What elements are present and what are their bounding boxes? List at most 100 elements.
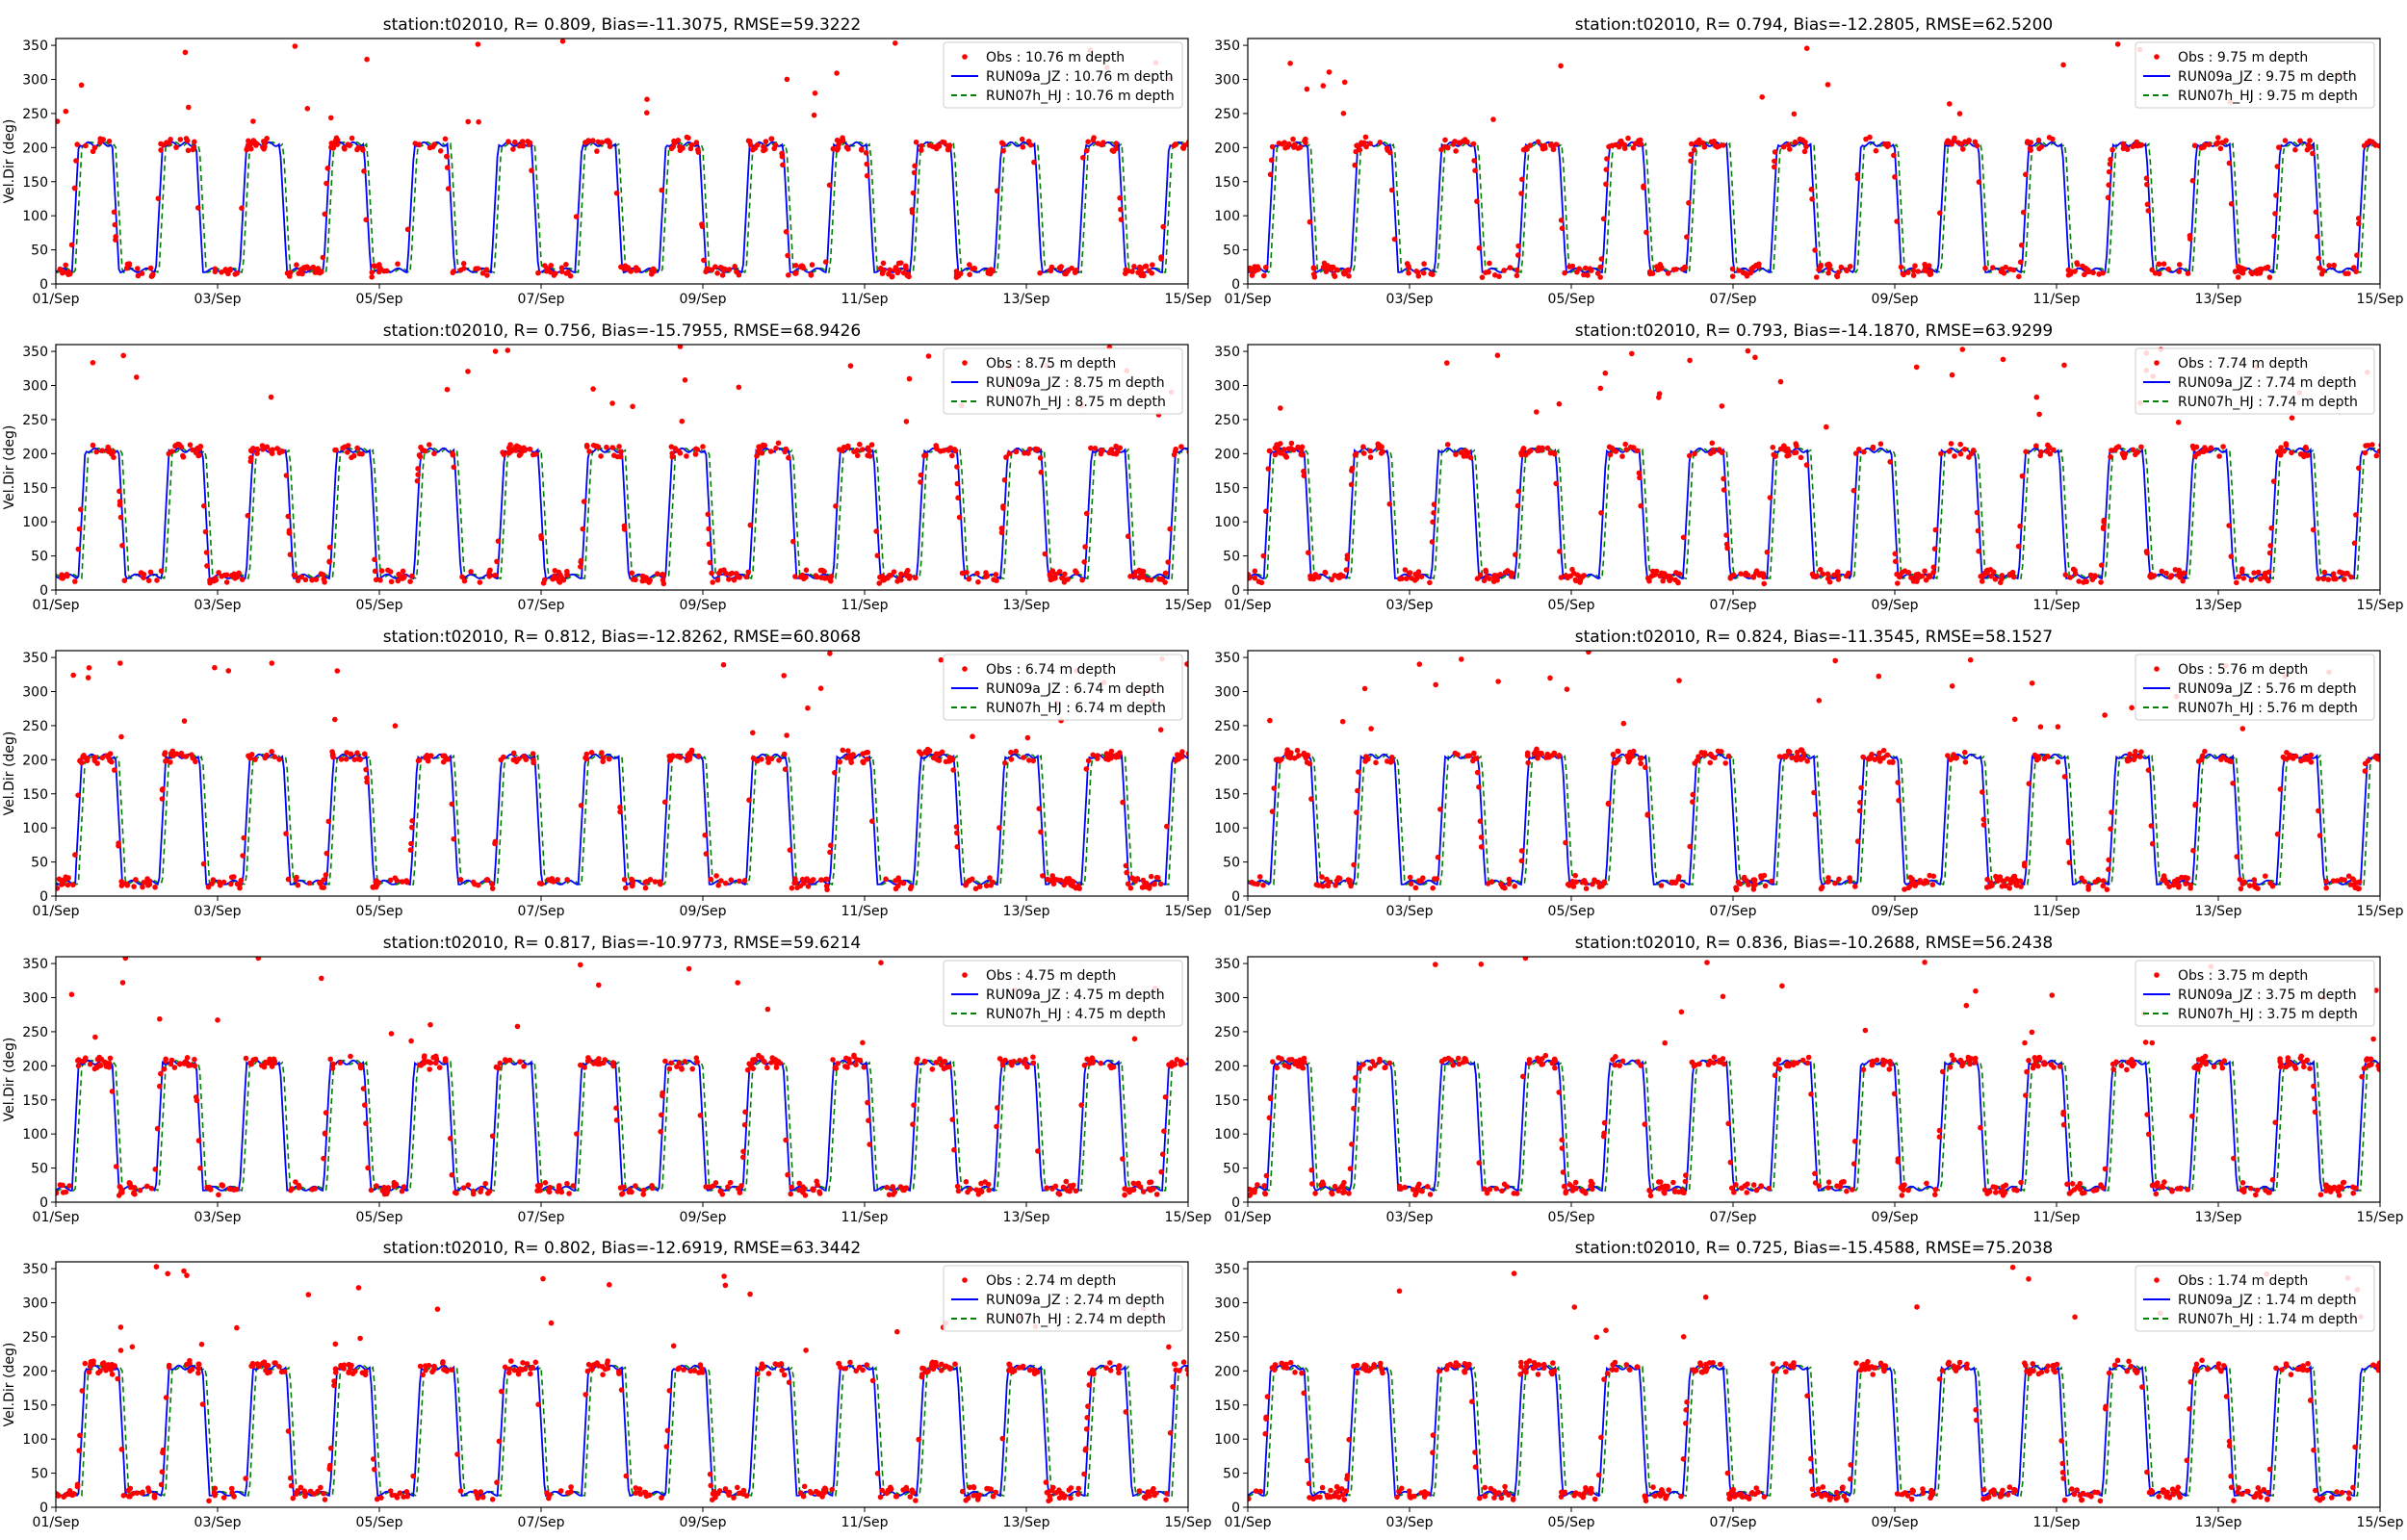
obs-point xyxy=(1236,884,1242,889)
obs-point xyxy=(1872,183,1877,189)
obs-point xyxy=(1845,654,1851,659)
obs-point xyxy=(1515,252,1521,258)
obs-point xyxy=(1849,138,1854,143)
obs-point xyxy=(354,147,360,153)
obs-point xyxy=(2271,234,2277,240)
obs-point xyxy=(1878,441,1884,447)
obs-point xyxy=(201,861,207,867)
obs-point xyxy=(2284,441,2290,447)
obs-point xyxy=(676,138,682,143)
obs-point xyxy=(1558,64,1564,69)
obs-point xyxy=(1150,262,1155,268)
obs-point xyxy=(633,578,638,583)
obs-point xyxy=(1261,553,1267,559)
obs-point xyxy=(1695,673,1701,679)
obs-point xyxy=(1500,830,1506,835)
obs-point xyxy=(1675,757,1681,763)
obs-point xyxy=(154,578,160,583)
obs-point xyxy=(294,262,299,268)
obs-point xyxy=(1384,262,1389,268)
obs-point xyxy=(1473,880,1479,886)
obs-point xyxy=(1378,140,1384,145)
obs-point xyxy=(1113,141,1119,146)
obs-point xyxy=(2348,575,2354,580)
obs-point xyxy=(249,449,255,454)
obs-point xyxy=(2036,412,2042,418)
obs-point xyxy=(531,452,536,458)
obs-point xyxy=(1801,261,1807,267)
obs-point xyxy=(977,884,983,889)
obs-point xyxy=(1622,145,1628,151)
obs-point xyxy=(1844,574,1850,579)
obs-point xyxy=(919,752,924,757)
obs-point xyxy=(2139,261,2145,267)
obs-point xyxy=(309,578,315,583)
obs-point xyxy=(384,269,390,274)
obs-point xyxy=(2309,265,2315,270)
obs-point xyxy=(1321,83,1327,89)
obs-point xyxy=(2006,141,2012,147)
obs-point xyxy=(578,564,583,570)
obs-point xyxy=(1026,757,1032,763)
obs-point xyxy=(1932,139,1938,144)
obs-point xyxy=(1723,532,1729,538)
obs-point xyxy=(1960,346,1966,352)
obs-point xyxy=(1126,882,1131,887)
obs-point xyxy=(1472,167,1478,173)
obs-point xyxy=(1768,495,1773,500)
obs-point xyxy=(1456,60,1462,65)
obs-point xyxy=(1173,449,1178,454)
obs-point xyxy=(1256,695,1262,701)
obs-point xyxy=(1626,489,1632,495)
obs-point xyxy=(1980,120,1985,126)
obs-point xyxy=(1590,141,1595,146)
obs-point xyxy=(2019,243,2025,248)
obs-point xyxy=(1307,269,1312,274)
obs-point xyxy=(923,452,929,458)
obs-point xyxy=(1971,883,1977,888)
obs-point xyxy=(2091,143,2097,149)
obs-point xyxy=(709,877,714,883)
obs-point xyxy=(1934,141,1940,146)
obs-point xyxy=(1894,876,1900,882)
obs-point xyxy=(819,568,825,574)
obs-point xyxy=(1537,196,1542,202)
obs-point xyxy=(1368,454,1374,460)
obs-point xyxy=(1808,875,1814,881)
obs-point xyxy=(1184,661,1190,667)
x-tick-label: 11/Sep xyxy=(841,904,889,919)
obs-point xyxy=(1929,757,1935,762)
y-tick-label: 300 xyxy=(1214,73,1240,89)
obs-point xyxy=(1160,224,1166,230)
obs-point xyxy=(364,57,370,63)
y-tick-label: 100 xyxy=(22,821,48,836)
obs-point xyxy=(2187,139,2193,144)
obs-point xyxy=(1385,145,1390,151)
obs-point xyxy=(158,147,164,153)
obs-point xyxy=(726,577,732,582)
obs-point xyxy=(1711,266,1717,271)
obs-point xyxy=(2179,758,2185,764)
obs-point xyxy=(1430,520,1436,526)
obs-point xyxy=(1552,884,1558,889)
obs-point xyxy=(2306,874,2312,880)
obs-point xyxy=(1295,885,1301,890)
obs-point xyxy=(2398,243,2404,248)
subplot-1: station:t02010, R= 0.809, Bias=-11.3075,… xyxy=(2,15,2321,307)
obs-point xyxy=(1513,449,1518,454)
obs-point xyxy=(1641,266,1646,271)
obs-point xyxy=(2107,142,2112,148)
obs-point xyxy=(893,40,898,46)
x-tick-label: 07/Sep xyxy=(518,904,565,919)
obs-point xyxy=(1588,266,1593,271)
obs-point xyxy=(782,752,788,757)
obs-point xyxy=(1595,754,1601,759)
obs-point xyxy=(1589,491,1594,497)
obs-point xyxy=(2276,144,2282,150)
obs-point xyxy=(163,750,168,756)
obs-point xyxy=(357,451,363,457)
obs-point xyxy=(1303,271,1308,277)
obs-point xyxy=(1761,575,1767,580)
obs-point xyxy=(465,119,471,125)
